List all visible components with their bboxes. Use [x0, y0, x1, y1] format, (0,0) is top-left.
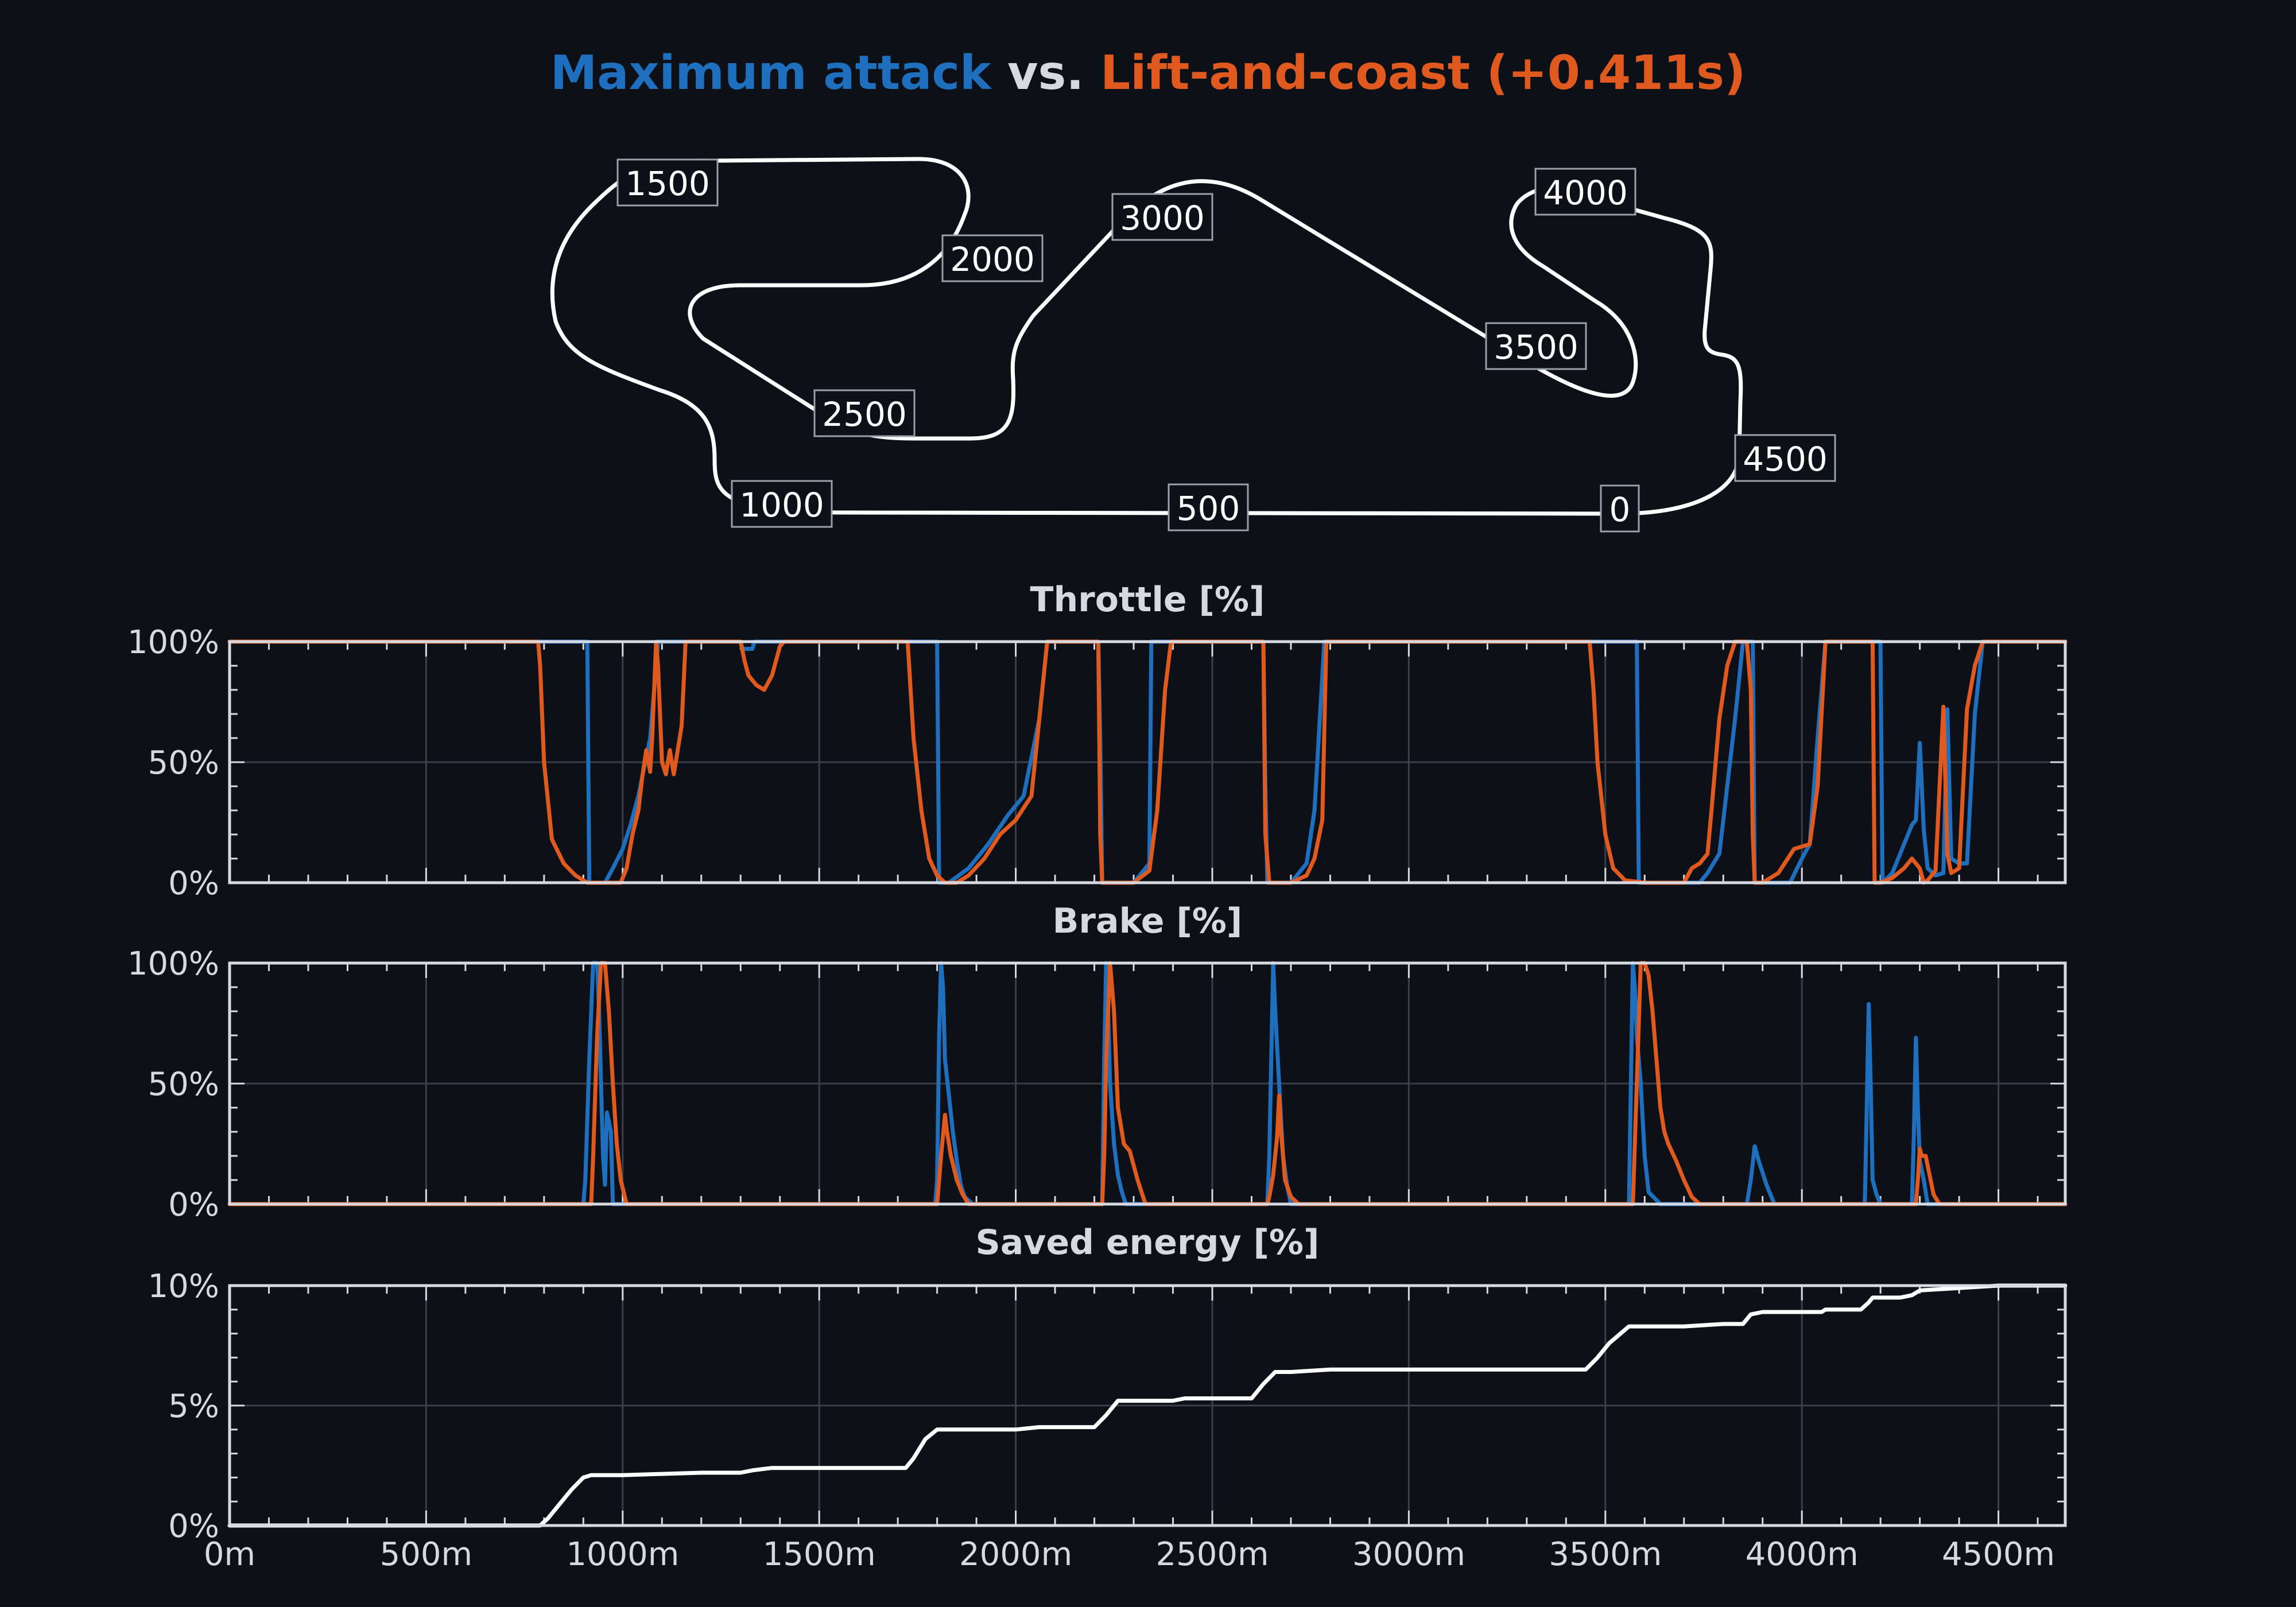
track-label-text: 4500 — [1743, 440, 1828, 479]
track-label-3000: 3000 — [1111, 193, 1213, 241]
brake-panel: Brake [%] 0% 50% 100% — [127, 901, 2068, 1224]
track-label-text: 2000 — [950, 240, 1035, 279]
title-vs: vs. — [991, 46, 1101, 100]
track-label-4500: 4500 — [1734, 434, 1836, 482]
track-label-box — [731, 480, 833, 528]
panel-title: Brake [%] — [1053, 901, 1243, 941]
x-tick-label: 2000m — [959, 1536, 1072, 1573]
x-axis: 0m 500m 1000m 1500m 2000m 2500m 3000m 3500m 4000… — [204, 1536, 2055, 1573]
track-map: 0 500 1000 1500 2000 2500 3000 3500 4000 4500 — [550, 157, 1836, 533]
y-tick-label: 50% — [148, 744, 219, 782]
y-tick-label: 0% — [168, 1508, 219, 1545]
track-label-text: 1500 — [625, 164, 710, 203]
panel-title: Throttle [%] — [1030, 580, 1265, 620]
x-tick-label: 3500m — [1549, 1536, 1662, 1573]
panel-title: Saved energy [%] — [976, 1222, 1320, 1263]
x-tick-label: 1000m — [566, 1536, 679, 1573]
track-label-2500: 2500 — [813, 389, 916, 437]
y-tick-label: 100% — [127, 945, 219, 983]
track-label-text: 0 — [1609, 490, 1631, 529]
x-tick-label: 1500m — [763, 1536, 876, 1573]
track-label-text: 500 — [1177, 489, 1240, 528]
track-label-text: 4000 — [1543, 173, 1628, 212]
x-tick-label: 4000m — [1746, 1536, 1859, 1573]
track-label-0: 0 — [1600, 484, 1640, 533]
track-label-box — [1534, 168, 1636, 216]
x-tick-label: 0m — [204, 1536, 255, 1573]
track-label-1000: 1000 — [731, 480, 833, 528]
track-label-text: 3500 — [1494, 328, 1578, 367]
y-tick-label: 0% — [168, 1186, 219, 1224]
series-line-0 — [227, 1283, 2068, 1528]
x-tick-label: 500m — [380, 1536, 472, 1573]
x-tick-label: 2500m — [1155, 1536, 1269, 1573]
track-label-box — [1600, 484, 1640, 533]
throttle-panel: Throttle [%] 0% 50% 100% — [127, 580, 2068, 902]
track-label-1500: 1500 — [616, 158, 719, 207]
y-tick-label: 10% — [148, 1268, 219, 1305]
track-label-text: 3000 — [1120, 199, 1205, 238]
track-label-box — [813, 389, 916, 437]
y-tick-label: 100% — [127, 624, 219, 661]
title-max-attack: Maximum attack — [550, 46, 992, 100]
y-tick-label: 5% — [168, 1388, 219, 1425]
figure-title: Maximum attack vs. Lift-and-coast (+0.41… — [550, 46, 1746, 100]
x-tick-label: 4500m — [1942, 1536, 2055, 1573]
track-label-box — [1734, 434, 1836, 482]
energy-panel: Saved energy [%] 0% 5% 10% — [148, 1222, 2068, 1545]
panel-frame — [228, 1284, 2067, 1527]
track-label-box — [1485, 322, 1587, 370]
track-label-500: 500 — [1168, 483, 1249, 531]
track-label-box — [941, 234, 1044, 282]
x-tick-label: 3000m — [1352, 1536, 1465, 1573]
track-label-text: 2500 — [822, 395, 907, 434]
track-label-box — [1111, 193, 1213, 241]
track-label-3500: 3500 — [1485, 322, 1587, 370]
title-lift-coast: Lift-and-coast (+0.411s) — [1100, 46, 1746, 100]
track-label-text: 1000 — [739, 486, 824, 525]
track-label-4000: 4000 — [1534, 168, 1636, 216]
panel-frame — [228, 961, 2067, 1206]
track-label-box — [616, 158, 719, 207]
track-label-2000: 2000 — [941, 234, 1044, 282]
track-outline — [550, 157, 1743, 516]
track-label-box — [1168, 483, 1249, 531]
y-tick-label: 0% — [168, 865, 219, 902]
y-tick-label: 50% — [148, 1066, 219, 1103]
panel-frame — [228, 640, 2067, 884]
